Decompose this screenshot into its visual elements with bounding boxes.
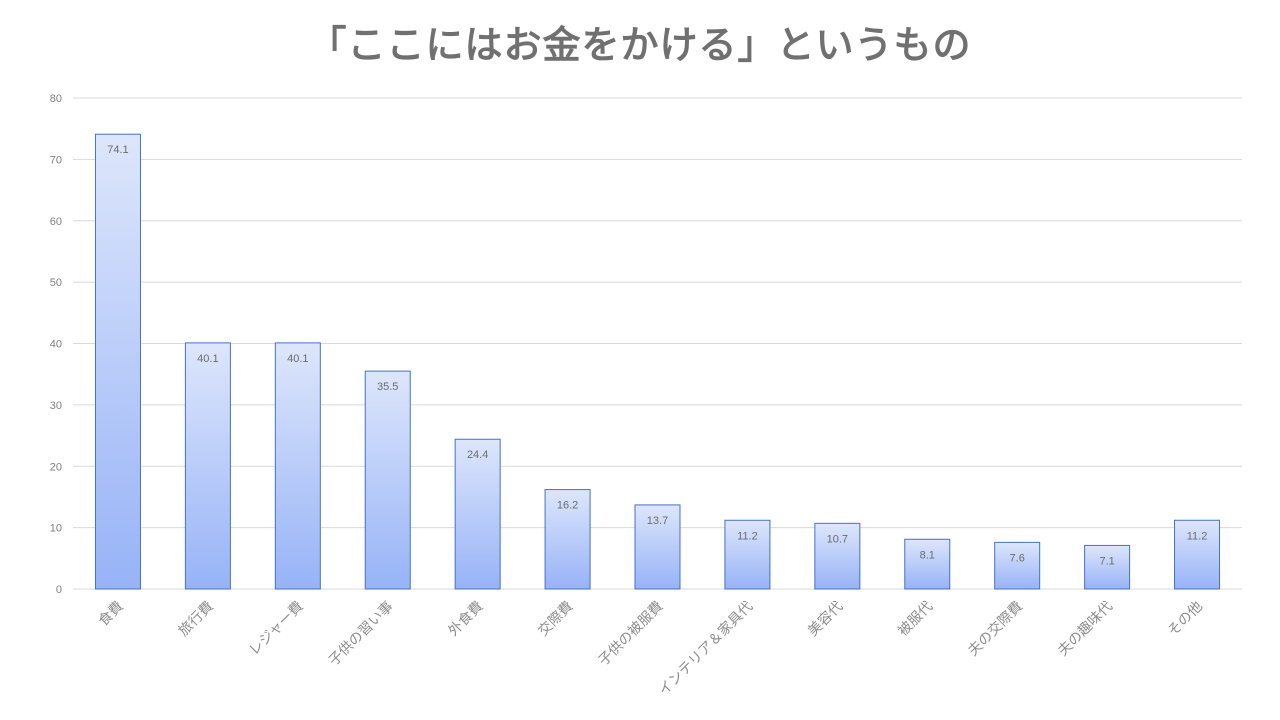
bar [1174, 519, 1221, 590]
x-category-label: 子供の習い事 [326, 599, 397, 670]
y-tick-label: 60 [50, 216, 62, 228]
bar [1084, 544, 1131, 590]
y-tick-label: 10 [50, 523, 62, 535]
y-tick-label: 70 [50, 154, 62, 166]
data-label: 8.1 [920, 549, 935, 561]
data-label: 74.1 [107, 144, 128, 156]
data-label: 10.7 [827, 533, 848, 545]
y-axis-ticks: 0 10 20 30 40 50 60 70 80 [50, 93, 62, 596]
bar [994, 541, 1041, 590]
data-label: 11.2 [1187, 530, 1208, 542]
bar [184, 342, 231, 590]
x-category-label: 夫の交際費 [965, 598, 1027, 660]
x-category-label: 交際費 [535, 598, 577, 640]
x-category-label: インテリア＆家具代 [655, 598, 756, 699]
data-label: 16.2 [557, 500, 578, 512]
data-label: 11.2 [737, 530, 758, 542]
data-label: 7.1 [1099, 555, 1114, 567]
y-tick-label: 40 [50, 339, 62, 351]
y-tick-label: 20 [50, 461, 62, 473]
bar [544, 489, 591, 590]
bar [364, 370, 411, 590]
data-label: 40.1 [287, 353, 308, 365]
data-label: 13.7 [647, 515, 668, 527]
x-category-label: 食費 [95, 598, 127, 630]
bar [634, 504, 681, 590]
x-category-label: 子供の被服費 [596, 599, 667, 670]
bar [814, 522, 861, 590]
bar [94, 133, 141, 590]
bar [724, 519, 771, 590]
bars [94, 133, 1221, 590]
data-label: 40.1 [197, 353, 218, 365]
data-label: 35.5 [377, 381, 398, 393]
y-tick-label: 30 [50, 400, 62, 412]
x-category-label: 旅行費 [176, 599, 217, 640]
bar [904, 538, 951, 590]
x-category-label: 被服代 [895, 599, 936, 640]
y-tick-label: 80 [50, 93, 62, 105]
x-category-label: レジャー費 [246, 599, 306, 659]
x-category-label: 夫の趣味代 [1055, 599, 1116, 660]
data-label: 7.6 [1010, 552, 1025, 564]
data-labels: 74.1 40.1 40.1 35.5 24.4 16.2 13.7 11.2 10.7 8.1 7… [107, 144, 1207, 567]
chart-title: 「ここにはお金をかける」というもの [308, 23, 972, 67]
x-category-label: 美容代 [804, 598, 846, 640]
data-label: 24.4 [467, 449, 488, 461]
bar [454, 438, 501, 590]
y-tick-label: 0 [56, 584, 62, 596]
x-category-label: その他 [1165, 599, 1206, 640]
y-tick-label: 50 [50, 277, 62, 289]
bar [274, 342, 321, 590]
x-category-label: 外食費 [445, 598, 487, 640]
